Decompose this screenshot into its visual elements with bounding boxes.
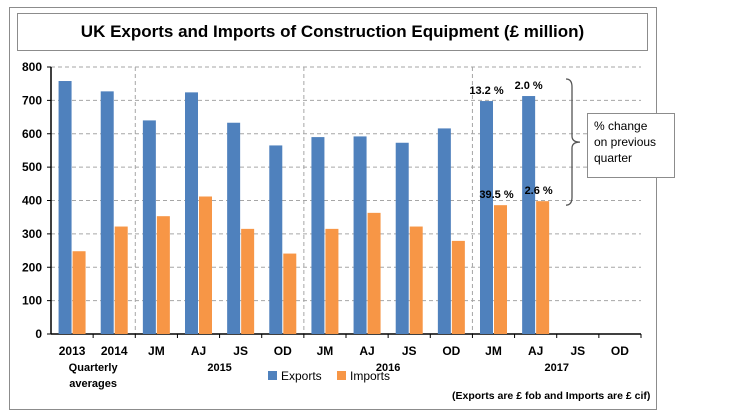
legend-swatch-imports [337, 371, 346, 380]
chart-title-box: UK Exports and Imports of Construction E… [17, 13, 648, 51]
bar-imports [72, 251, 86, 334]
bar-imports [536, 201, 550, 334]
bar-imports [409, 226, 423, 334]
bar-exports [522, 96, 536, 334]
bar-exports [100, 91, 114, 335]
y-tick-label: 0 [35, 327, 42, 341]
bar-exports [480, 101, 493, 334]
chart-title: UK Exports and Imports of Construction E… [80, 22, 585, 41]
x-tick-label: AJ [359, 344, 374, 358]
bar-imports [283, 253, 297, 334]
x-tick-label: 2013 [59, 344, 86, 358]
bar-imports [199, 196, 212, 334]
x-tick-label: JM [317, 344, 334, 358]
y-tick-label: 700 [22, 93, 42, 107]
x-tick-label: OD [274, 344, 292, 358]
bar-imports [156, 216, 170, 334]
percent-annotation: 2.6 % [525, 185, 553, 197]
bar-imports [325, 228, 339, 334]
bar-exports [58, 81, 72, 334]
y-tick-label: 200 [22, 260, 42, 274]
bar-imports [241, 228, 255, 334]
percent-annotation: 13.2 % [469, 85, 503, 97]
bar-exports [142, 120, 156, 335]
x-tick-label: JS [233, 344, 248, 358]
x-tick-label: AJ [191, 344, 206, 358]
x-tick-label: JS [570, 344, 585, 358]
bar-imports [494, 205, 507, 334]
x-tick-label: JM [148, 344, 165, 358]
legend-swatch-exports [268, 371, 277, 380]
x-tick-label: OD [442, 344, 460, 358]
bar-imports [451, 240, 465, 334]
bar-exports [395, 142, 409, 334]
group-label: Quarterly [69, 362, 119, 374]
note-line-3: quarter [594, 151, 633, 165]
bar-exports [437, 128, 451, 334]
percent-annotation: 39.5 % [479, 189, 513, 201]
bar-exports [311, 137, 325, 334]
y-tick-label: 600 [22, 127, 42, 141]
bar-imports [367, 212, 381, 334]
x-tick-label: 2014 [101, 344, 128, 358]
group-label: 2015 [207, 362, 231, 374]
legend-label-exports: Exports [281, 369, 322, 383]
percent-annotation: 2.0 % [515, 80, 543, 92]
annotation-bracket [565, 78, 581, 206]
x-tick-label: AJ [528, 344, 543, 358]
note-line-1: % change [594, 119, 648, 133]
y-tick-label: 400 [22, 194, 42, 208]
y-tick-label: 300 [22, 227, 42, 241]
x-tick-label: OD [611, 344, 629, 358]
group-label: 2016 [376, 362, 400, 374]
bar-exports [269, 145, 283, 334]
x-tick-label: JS [402, 344, 417, 358]
group-label: averages [69, 378, 117, 390]
y-tick-label: 500 [22, 160, 42, 174]
footnote: (Exports are £ fob and Imports are £ cif… [452, 390, 651, 402]
x-tick-label: JM [485, 344, 502, 358]
bar-imports [114, 226, 128, 334]
y-tick-label: 100 [22, 294, 42, 308]
percent-change-note: % change on previous quarter [587, 113, 675, 178]
bar-exports [353, 136, 367, 334]
bar-exports [227, 122, 241, 334]
note-line-2: on previous [594, 135, 657, 149]
bar-exports [185, 92, 198, 335]
legend-label-imports: Imports [350, 369, 390, 383]
group-label: 2017 [544, 362, 568, 374]
y-tick-label: 800 [22, 60, 42, 74]
